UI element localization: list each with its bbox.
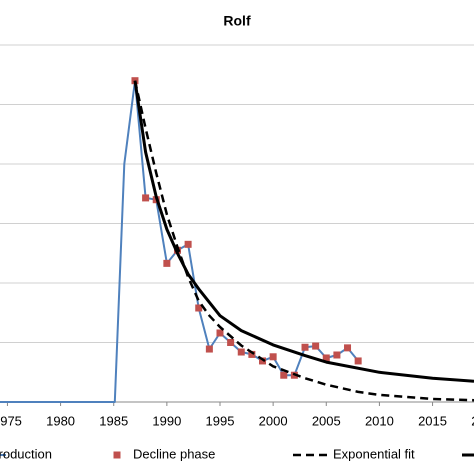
x-tick-label: 1990 [152,413,181,428]
legend-label: Production [0,446,52,461]
x-tick-label: 2010 [365,413,394,428]
data-point [142,194,150,202]
x-tick-label: 2015 [418,413,447,428]
data-point [312,342,320,350]
data-point [248,350,256,358]
series-line [133,80,474,402]
series-line [133,80,474,383]
series-line [0,79,359,403]
data-point [333,351,341,359]
chart-title: Rolf [223,13,251,29]
x-tick-label: 1995 [206,413,235,428]
x-tick-label: 1975 [0,413,22,428]
legend-label: Exponential fit [333,446,415,461]
legend-swatch [113,451,121,459]
legend-label: Decline phase [133,446,215,461]
data-point [269,353,277,361]
data-point [259,357,267,365]
x-tick-label: 1980 [46,413,75,428]
data-point [195,304,203,312]
x-tick-label: 1985 [99,413,128,428]
data-point [354,357,362,365]
data-point [163,259,171,267]
data-point [280,371,288,379]
x-tick-label: 2020 [471,413,474,428]
data-point [301,343,309,351]
data-point [237,348,245,356]
x-tick-label: 2005 [312,413,341,428]
data-point [205,345,213,353]
x-tick-label: 2000 [259,413,288,428]
data-point [322,354,330,362]
data-point [227,339,235,346]
data-point [216,329,224,337]
data-point [131,77,139,85]
data-point [184,240,192,248]
data-point [344,344,352,352]
